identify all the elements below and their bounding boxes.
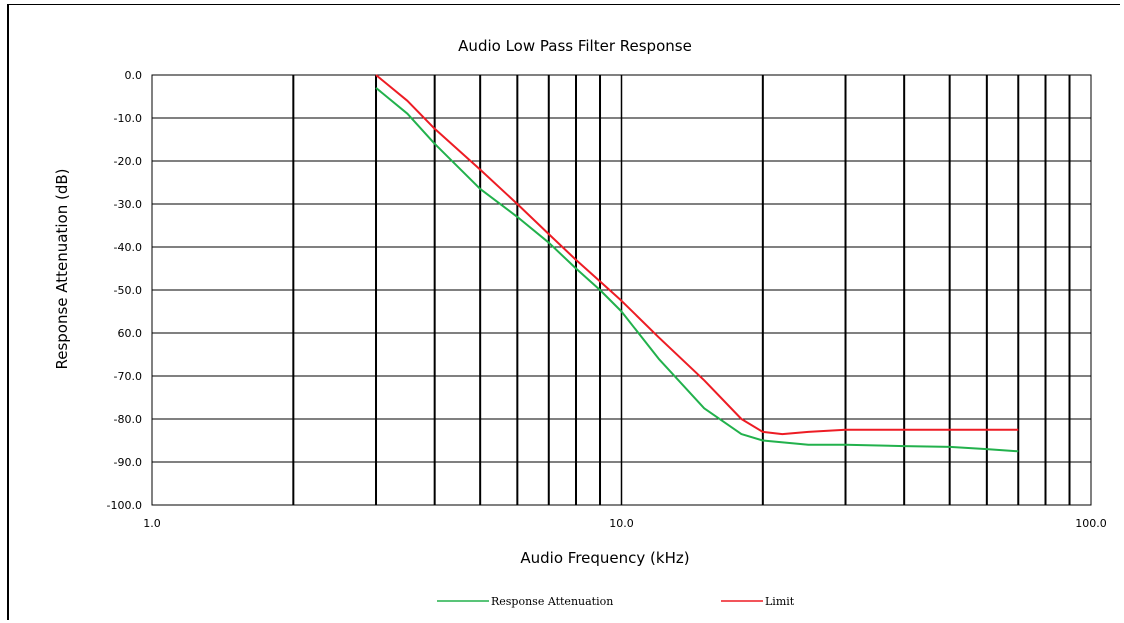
series-line-response-attenuation — [375, 87, 1019, 453]
chart: Audio Low Pass Filter Response 0.0 -10.0 -… — [53, 37, 1107, 608]
legend: Response Attenuation Limit — [437, 595, 795, 608]
chart-frame: Audio Low Pass Filter Response 0.0 -10.0 -… — [7, 4, 1120, 620]
series-line-limit — [375, 74, 1019, 436]
x-tick-label: 10.0 — [609, 517, 634, 530]
y-axis-title: Response Attenuation (dB) — [53, 168, 71, 369]
y-tick-label: -20.0 — [114, 155, 142, 168]
series-lines — [375, 74, 1019, 453]
legend-label: Limit — [765, 595, 795, 608]
y-tick-label: -50.0 — [114, 284, 142, 297]
chart-title: Audio Low Pass Filter Response — [458, 37, 692, 55]
y-tick-label: -100.0 — [107, 499, 142, 512]
y-tick-label: -10.0 — [114, 112, 142, 125]
y-tick-label: -30.0 — [114, 198, 142, 211]
y-tick-labels: 0.0 -10.0 -20.0 -30.0 -40.0 -50.0 60.0 -70.0 -80… — [107, 69, 142, 512]
y-tick-label: -80.0 — [114, 413, 142, 426]
legend-label: Response Attenuation — [491, 595, 613, 608]
y-tick-label: -40.0 — [114, 241, 142, 254]
y-tick-label: 60.0 — [118, 327, 143, 340]
x-tick-labels: 1.0 10.0 100.0 — [143, 517, 1107, 530]
y-tick-label: 0.0 — [125, 69, 143, 82]
y-tick-label: -70.0 — [114, 370, 142, 383]
x-tick-label: 1.0 — [143, 517, 161, 530]
x-axis-title: Audio Frequency (kHz) — [520, 549, 689, 567]
grid — [151, 74, 1092, 506]
x-tick-label: 100.0 — [1075, 517, 1107, 530]
y-tick-label: -90.0 — [114, 456, 142, 469]
